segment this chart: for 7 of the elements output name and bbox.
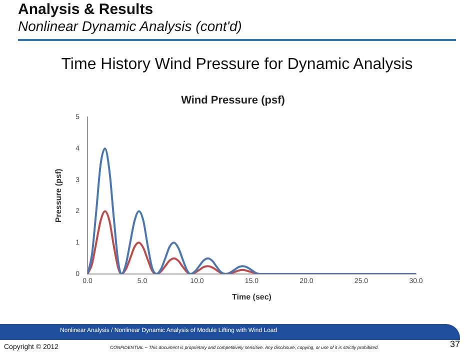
chart-title: Wind Pressure (psf) [181,94,286,107]
text: Time History Wind Pressure for Dynamic Analysis [60,56,414,74]
text: Analysis & Results [18,1,154,18]
x-axis-title: Time (sec) [232,292,272,302]
text: Nonlinear Dynamic Analysis (cont'd) [18,18,242,34]
y-axis-title: Pressure (psf) [54,168,64,222]
text: 37 [450,339,460,349]
